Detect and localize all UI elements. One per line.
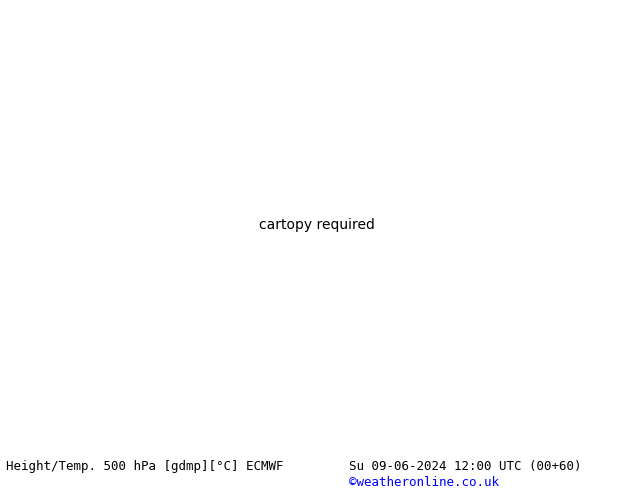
Text: Su 09-06-2024 12:00 UTC (00+60): Su 09-06-2024 12:00 UTC (00+60) bbox=[349, 460, 581, 473]
Text: ©weatheronline.co.uk: ©weatheronline.co.uk bbox=[349, 476, 499, 489]
Text: cartopy required: cartopy required bbox=[259, 218, 375, 232]
Text: Height/Temp. 500 hPa [gdmp][°C] ECMWF: Height/Temp. 500 hPa [gdmp][°C] ECMWF bbox=[6, 460, 284, 473]
